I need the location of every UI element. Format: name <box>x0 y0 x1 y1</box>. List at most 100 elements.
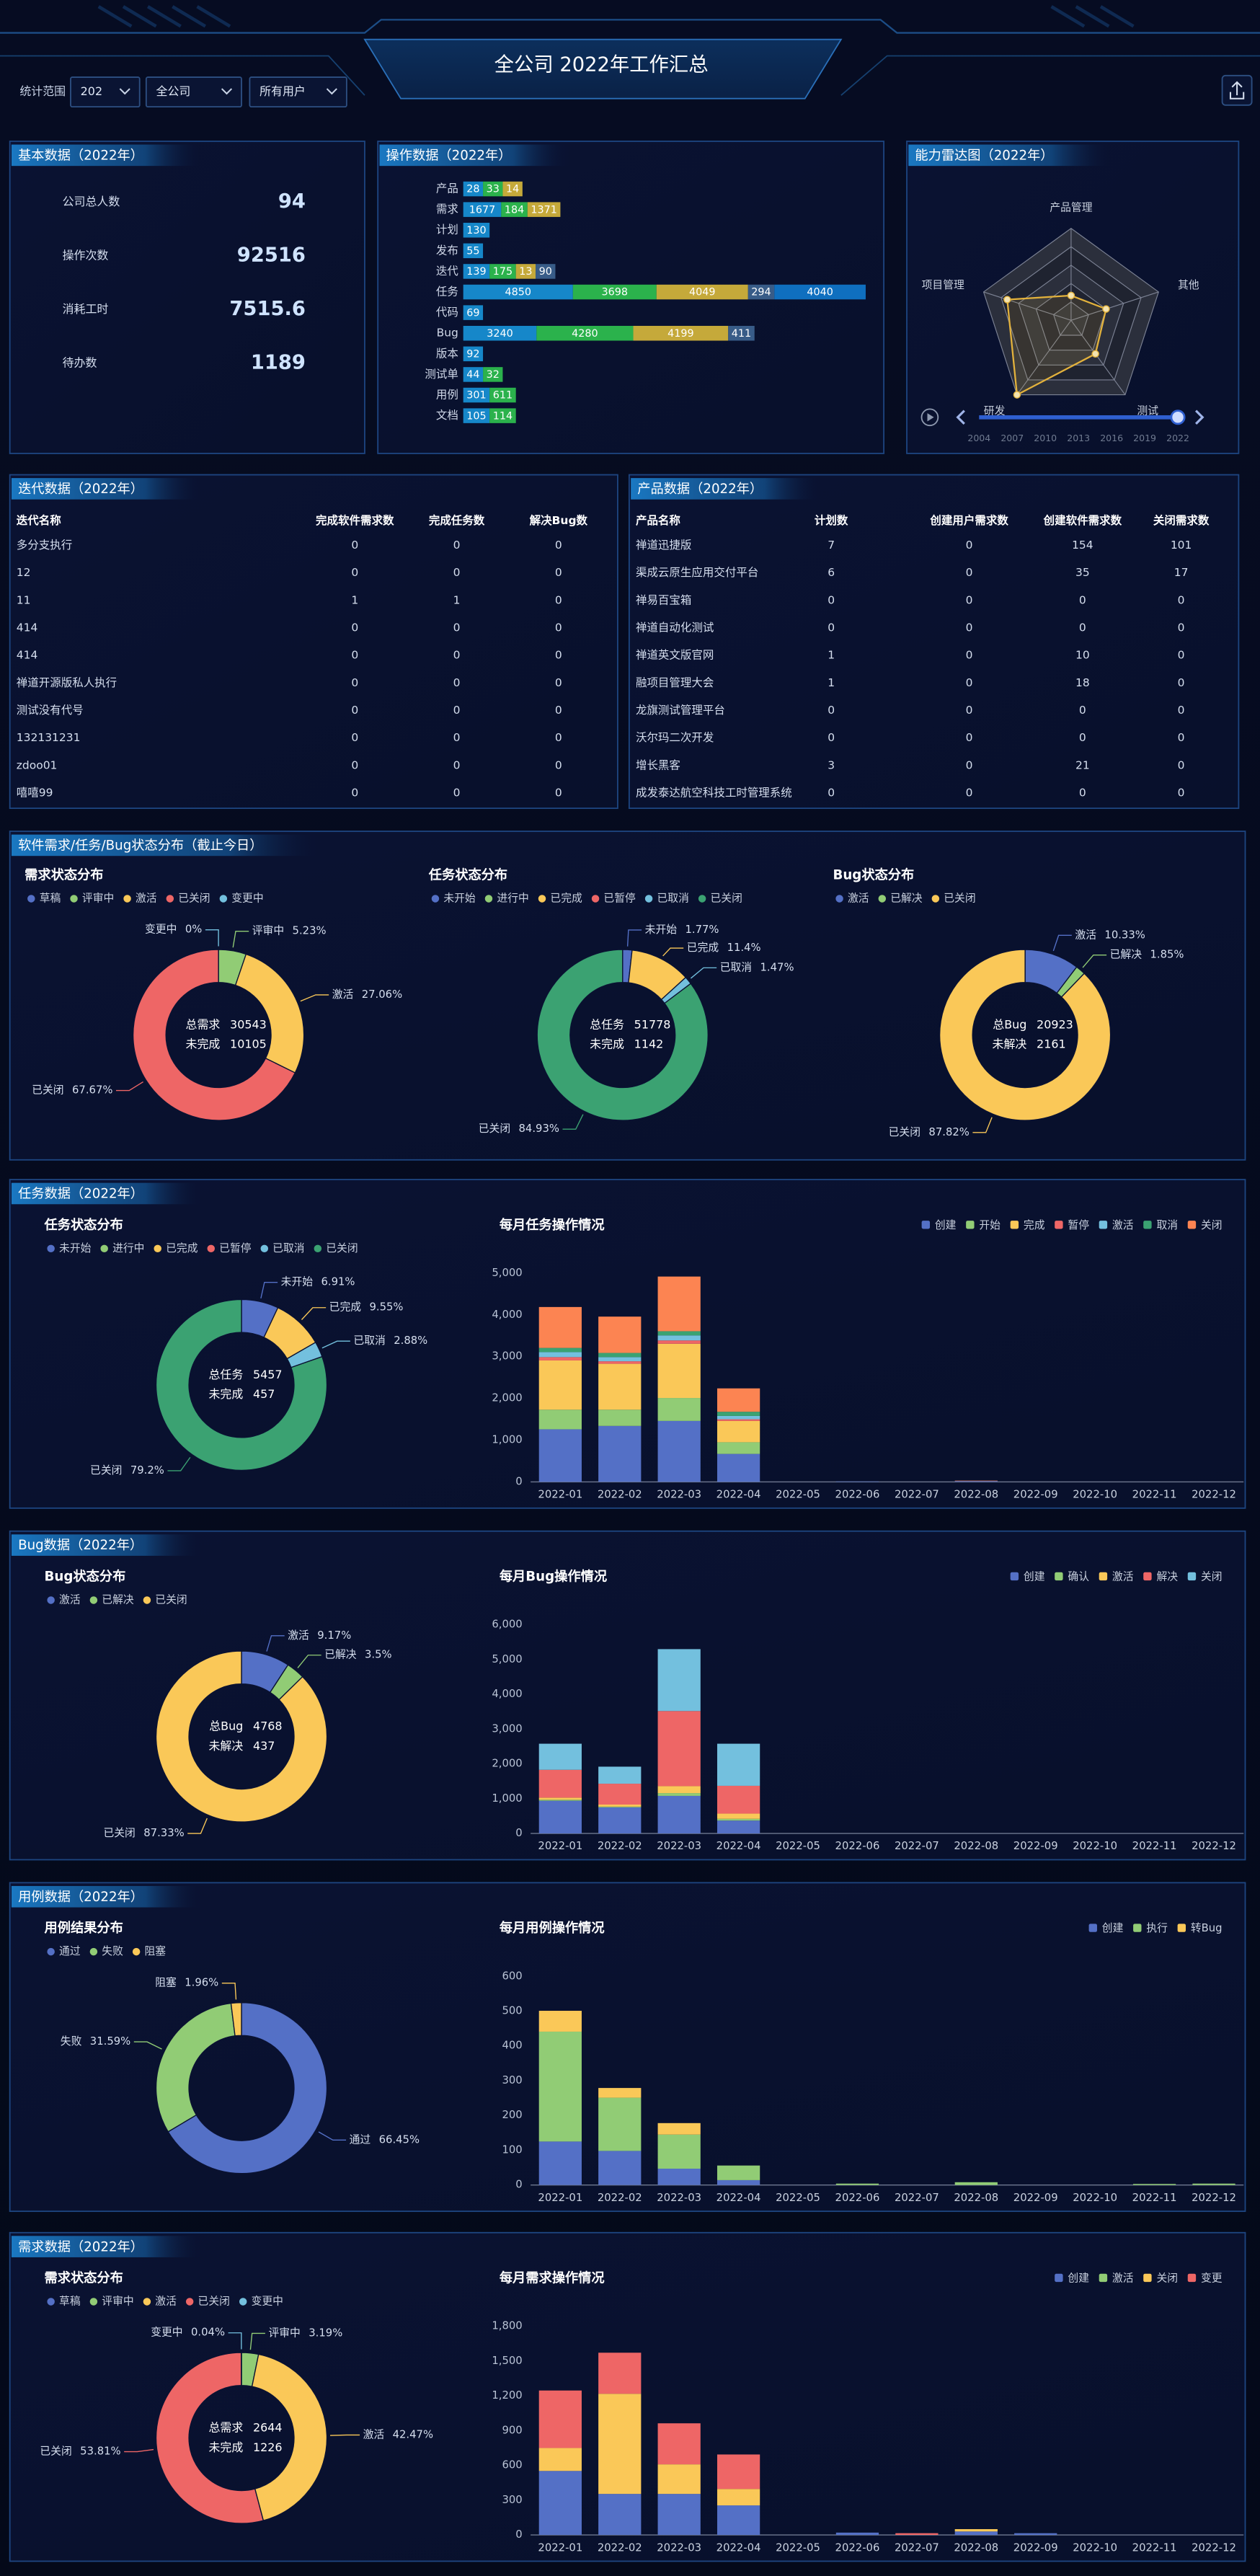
center-label: 总任务 <box>590 1017 624 1031</box>
export-button[interactable] <box>1221 74 1253 106</box>
timeline-year: 2016 <box>1100 433 1123 443</box>
table-cell: 成发泰达航空科技工时管理系统 <box>636 787 792 800</box>
x-tick-label: 2022-03 <box>657 2541 701 2554</box>
bar-segment <box>463 346 484 362</box>
x-tick-label: 2022-01 <box>538 2541 582 2554</box>
legend-label: 执行 <box>1146 1922 1168 1934</box>
select-box[interactable] <box>249 76 347 108</box>
label-leader <box>300 994 329 1002</box>
legend-label: 已关闭 <box>178 892 210 904</box>
legend-label: 开始 <box>979 1219 1001 1231</box>
slice-name: 已取消 <box>353 1335 385 1347</box>
legend-marker <box>1055 1221 1063 1229</box>
bar-segment <box>538 2031 582 2142</box>
slice-label: 变更中 0% <box>145 924 202 936</box>
slice-label: 失败 31.59% <box>61 2035 130 2048</box>
bar-segment <box>598 1363 642 1410</box>
table-cell: 渠成云原生应用交付平台 <box>636 565 758 579</box>
bar-segment <box>538 2448 582 2471</box>
segment-label: 14 <box>506 184 519 195</box>
center-label: 总需求 <box>208 2420 243 2434</box>
select-arrow <box>221 88 233 95</box>
label-leader <box>205 929 219 947</box>
segment-label: 130 <box>466 225 486 236</box>
segment-label: 1371 <box>531 204 557 216</box>
table-cell: 0 <box>966 621 973 634</box>
legend-label: 已取消 <box>272 1242 304 1254</box>
x-tick-label: 2022-09 <box>1013 1489 1058 1501</box>
bar-segment <box>527 202 561 217</box>
segment-label: 411 <box>732 328 751 340</box>
slice-name: 评审中 <box>252 925 284 937</box>
table-cell: 0 <box>828 787 835 800</box>
label-leader <box>167 1456 191 1471</box>
label-leader <box>228 2332 242 2350</box>
radar-indicator: 其他 <box>1178 279 1199 291</box>
legend-marker <box>143 1596 151 1604</box>
table-cell: 35 <box>1075 566 1090 579</box>
x-tick-label: 2022-11 <box>1132 1489 1177 1501</box>
chart-title: 需求状态分布 <box>45 2270 123 2286</box>
label-leader <box>266 1635 285 1652</box>
y-tick-label: 1,000 <box>492 1792 522 1805</box>
legend-marker <box>966 1221 975 1229</box>
page-title: 全公司 2022年工作汇总 <box>494 54 709 76</box>
bar-segment <box>538 1352 582 1358</box>
segment-label: 4040 <box>807 287 833 298</box>
legend-marker <box>1010 1572 1019 1581</box>
select-value: 全公司 <box>156 84 191 98</box>
x-tick-label: 2022-01 <box>538 2192 582 2204</box>
legend-marker <box>314 1244 322 1253</box>
legend-label: 完成 <box>1024 1219 1045 1231</box>
select-box[interactable] <box>70 76 141 108</box>
slice-label: 激活 9.17% <box>288 1629 351 1642</box>
legend-marker <box>931 895 940 903</box>
legend-label: 已关闭 <box>155 1593 187 1606</box>
timeline-knob[interactable] <box>1170 410 1186 425</box>
legend-marker <box>1143 1221 1152 1229</box>
legend-marker <box>1099 1221 1108 1229</box>
table-cell: 0 <box>453 676 461 689</box>
play-button[interactable] <box>920 408 939 427</box>
table-cell: 0 <box>351 787 358 800</box>
slice-value: 42.47% <box>393 2428 433 2440</box>
slice-value: 1.47% <box>760 961 794 973</box>
slice-value: 3.5% <box>365 1649 392 1661</box>
bar-segment <box>598 1353 642 1358</box>
prev-arrow[interactable] <box>956 410 965 425</box>
x-tick-label: 2022-05 <box>776 2192 820 2204</box>
x-tick-label: 2022-02 <box>598 2541 642 2554</box>
slice-value: 9.55% <box>370 1301 404 1314</box>
select[interactable]: 202 <box>70 76 141 108</box>
bar-segment <box>483 181 503 197</box>
row-label: 文档 <box>436 409 458 422</box>
segment-label: 92 <box>466 349 479 360</box>
table-cell: 0 <box>1178 787 1185 800</box>
label-leader <box>187 1818 208 1834</box>
play-circle[interactable] <box>920 408 939 427</box>
x-tick-label: 2022-04 <box>716 2192 761 2204</box>
stat-label: 操作次数 <box>63 248 109 262</box>
legend-marker <box>1187 2273 1197 2283</box>
bar-segment <box>538 1357 582 1360</box>
bar-segment <box>716 1785 760 1814</box>
y-tick-label: 4,000 <box>492 1309 522 1321</box>
slice-name: 未开始 <box>281 1276 314 1288</box>
table-cell: 0 <box>453 758 461 771</box>
chart-title: 任务状态分布 <box>428 867 507 883</box>
next-arrow[interactable] <box>1194 410 1204 425</box>
slice-label: 已关闭 67.67% <box>32 1084 112 1097</box>
select-box[interactable] <box>145 76 242 108</box>
stat-value: 1189 <box>251 351 306 373</box>
label-leader <box>232 931 249 948</box>
select[interactable]: 全公司 <box>145 76 242 108</box>
bar-segment <box>657 1398 701 1421</box>
row-label: 需求 <box>436 203 458 216</box>
y-tick-label: 200 <box>502 2109 522 2121</box>
select[interactable]: 所有用户 <box>249 76 347 108</box>
slice-name: 通过 <box>350 2133 371 2146</box>
table-cell: 0 <box>453 649 461 662</box>
table-cell: 1 <box>828 676 835 689</box>
timeline-year: 2004 <box>967 433 990 443</box>
x-tick-label: 2022-11 <box>1132 2192 1177 2204</box>
